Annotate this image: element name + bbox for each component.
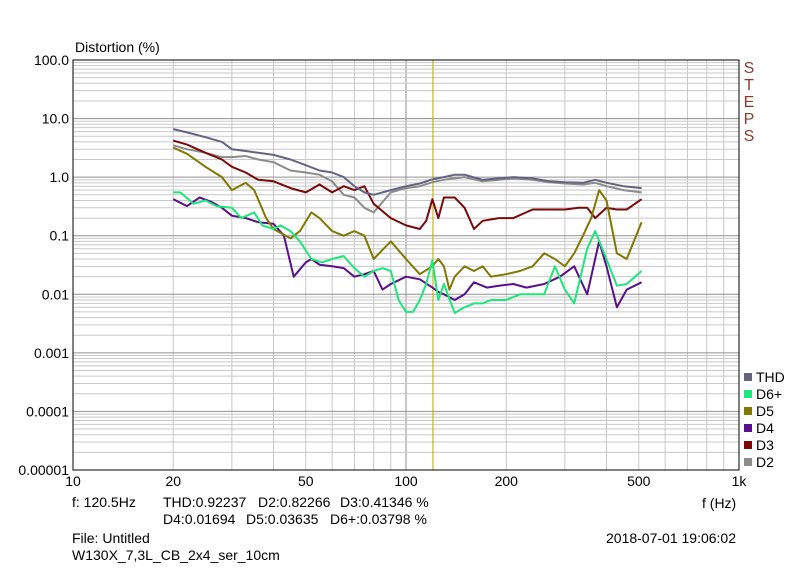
x-tick-label: 500: [627, 473, 651, 489]
legend-item-d4: D4: [744, 419, 785, 436]
measurement-name: W130X_7,3L_CB_2x4_ser_10cm: [72, 547, 280, 563]
y-tick-label: 0.1: [50, 228, 70, 244]
d6-value: D6+:0.03798 %: [330, 511, 427, 527]
legend-item-d5: D5: [744, 402, 785, 419]
y-tick-label: 0.0001: [26, 403, 69, 419]
d2-value: D2:0.82266: [258, 494, 331, 510]
legend-label: D4: [756, 419, 774, 436]
y-tick-label: 10.0: [42, 111, 69, 127]
d3-value: D3:0.41346 %: [340, 494, 429, 510]
legend-label: D3: [756, 436, 774, 453]
x-tick-label: 200: [495, 473, 519, 489]
series-line-d6: [173, 191, 643, 314]
steps-label: S T E P S: [742, 60, 756, 145]
timestamp: 2018-07-01 19:06:02: [606, 530, 736, 546]
file-label: File: Untitled: [72, 530, 150, 546]
legend-swatch: [744, 440, 752, 449]
steps-letter: P: [743, 111, 755, 128]
series-line-d2: [172, 144, 642, 214]
legend-item-d6: D6+: [744, 385, 785, 402]
cursor-frequency: f: 120.5Hz: [72, 494, 136, 510]
x-tick-label: 10: [65, 473, 81, 489]
legend-label: D6+: [756, 385, 783, 402]
legend-swatch: [744, 389, 752, 398]
steps-letter: S: [743, 60, 755, 77]
grid: [73, 60, 739, 470]
series-line-d3: [172, 139, 643, 230]
legend-swatch: [744, 423, 752, 432]
y-axis-label: Distortion (%): [75, 39, 160, 55]
y-tick-label: 1.0: [50, 169, 70, 185]
legend-swatch: [744, 372, 752, 381]
series-line-d4: [172, 196, 643, 309]
legend-swatch: [744, 457, 752, 466]
legend-item-thd: THD: [744, 368, 785, 385]
d5-value: D5:0.03635: [246, 511, 319, 527]
legend-item-d2: D2: [744, 453, 785, 470]
y-tick-label: 100.0: [34, 52, 69, 68]
x-tick-label: 50: [298, 473, 314, 489]
series-layer: [172, 128, 643, 314]
y-tick-label: 0.01: [42, 286, 69, 302]
plot-frame: [72, 59, 740, 471]
legend-item-d3: D3: [744, 436, 785, 453]
thd-value: THD:0.92237: [163, 494, 247, 510]
x-axis-label: f (Hz): [702, 495, 736, 511]
legend-label: D5: [756, 402, 774, 419]
d4-value: D4:0.01694: [163, 511, 236, 527]
steps-letter: S: [743, 128, 755, 145]
legend-swatch: [744, 406, 752, 415]
steps-letter: E: [743, 94, 755, 111]
y-tick-label: 0.001: [34, 345, 69, 361]
legend: THD D6+ D5 D4 D3 D2: [744, 368, 785, 470]
steps-letter: T: [744, 77, 754, 94]
legend-label: THD: [756, 368, 785, 385]
x-tick-label: 20: [165, 473, 181, 489]
series-line-d5: [172, 146, 643, 291]
tick-labels: 10 20 50 100 200 500 1k 100.0 10.0 1.0 0.1 0.01 0.00…: [18, 52, 747, 489]
x-tick-label: 1k: [732, 473, 748, 489]
y-tick-label: 0.00001: [18, 462, 69, 478]
series-line-thd: [172, 128, 642, 196]
x-tick-label: 100: [394, 473, 418, 489]
legend-label: D2: [756, 453, 774, 470]
